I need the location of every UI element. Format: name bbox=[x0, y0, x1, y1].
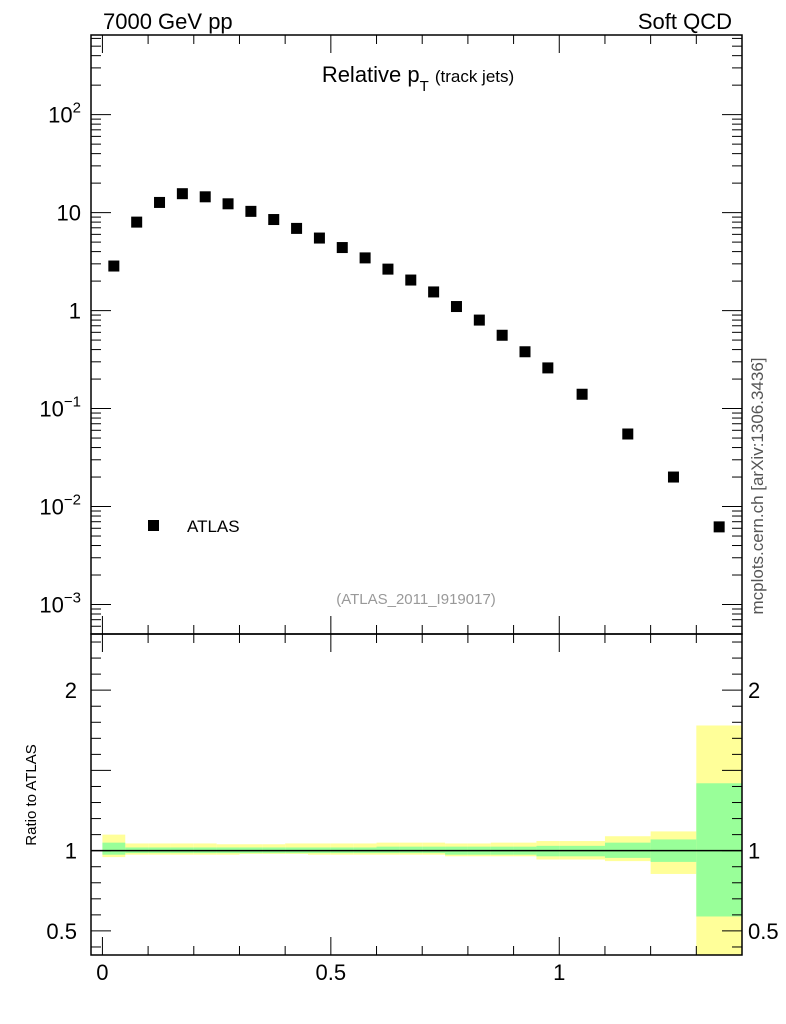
data-point bbox=[176, 188, 188, 200]
ratio-y-tick-label-left: 2 bbox=[65, 678, 77, 703]
y-tick-label-exponent: −1 bbox=[64, 394, 81, 411]
y-tick-label: 10−1 bbox=[39, 394, 81, 422]
legend-marker bbox=[148, 520, 159, 531]
x-tick-label: 1 bbox=[553, 960, 565, 985]
data-point bbox=[222, 198, 234, 210]
data-point bbox=[667, 471, 679, 483]
data-point bbox=[131, 216, 143, 228]
data-point bbox=[519, 346, 531, 358]
x-tick-label: 0.5 bbox=[316, 960, 347, 985]
y-tick-label-base: 10 bbox=[39, 495, 63, 520]
ratio-axis-ticks: 0.5 0.5 1 1 2 2 0 0.5 1 bbox=[46, 634, 779, 985]
y-tick-label-exponent: −2 bbox=[64, 492, 81, 509]
main-data-points bbox=[108, 188, 725, 533]
ratio-y-tick-label-right: 0.5 bbox=[748, 919, 779, 944]
analysis-id: (ATLAS_2011_I919017) bbox=[336, 591, 496, 608]
ratio-ylabel: Ratio to ATLAS bbox=[23, 744, 40, 845]
y-tick-label-base: 10 bbox=[39, 593, 63, 618]
data-point bbox=[450, 301, 462, 313]
ratio-y-tick-label-right: 1 bbox=[748, 839, 760, 864]
x-tick-label: 0 bbox=[96, 960, 108, 985]
stat-uncertainty-bin bbox=[422, 846, 446, 854]
y-tick-label-base: 10 bbox=[39, 397, 63, 422]
data-point bbox=[496, 329, 508, 341]
y-tick-label: 10−3 bbox=[39, 590, 81, 618]
ratio-bands bbox=[102, 725, 742, 955]
plot-title: Relative pT (track jets) bbox=[322, 62, 514, 95]
y-tick-label-base: 10 bbox=[48, 103, 72, 128]
data-point bbox=[108, 260, 120, 272]
y-tick-label-exponent: 2 bbox=[73, 100, 81, 117]
stat-uncertainty-bin bbox=[696, 783, 742, 917]
stat-uncertainty-bin bbox=[376, 846, 400, 854]
stat-uncertainty-bin bbox=[102, 842, 126, 855]
stat-uncertainty-bin bbox=[399, 846, 423, 854]
data-point bbox=[473, 314, 485, 326]
y-tick-label: 10−2 bbox=[39, 492, 81, 520]
data-point bbox=[382, 263, 394, 275]
data-point bbox=[199, 191, 211, 203]
header-right: Soft QCD bbox=[638, 9, 732, 34]
legend-label: ATLAS bbox=[187, 517, 240, 536]
y-tick-label: 10 bbox=[57, 201, 81, 226]
data-point bbox=[359, 252, 371, 264]
y-tick-label-base: 1 bbox=[69, 299, 81, 324]
ratio-y-tick-label-left: 0.5 bbox=[46, 919, 77, 944]
data-point bbox=[405, 274, 417, 286]
data-point bbox=[542, 362, 554, 374]
main-plot-frame bbox=[90, 34, 743, 635]
y-tick-label-exponent: −3 bbox=[64, 590, 81, 607]
data-point bbox=[428, 286, 440, 298]
data-point bbox=[291, 222, 303, 234]
data-point bbox=[154, 196, 166, 208]
y-tick-label: 102 bbox=[48, 100, 81, 128]
data-point bbox=[336, 242, 348, 254]
data-point bbox=[313, 232, 325, 244]
data-point bbox=[622, 428, 634, 440]
ratio-y-tick-label-right: 2 bbox=[748, 678, 760, 703]
data-point bbox=[245, 205, 257, 217]
ratio-y-tick-label-left: 1 bbox=[65, 839, 77, 864]
data-point bbox=[268, 214, 280, 226]
side-label: mcplots.cern.ch [arXiv:1306.3436] bbox=[748, 357, 767, 614]
ratio-plot-frame bbox=[90, 633, 743, 956]
header-left: 7000 GeV pp bbox=[103, 9, 233, 34]
plot-title-main: Relative p bbox=[322, 62, 420, 87]
plot-title-sub: T bbox=[420, 78, 429, 95]
data-point bbox=[576, 388, 588, 400]
y-tick-label-base: 10 bbox=[57, 201, 81, 226]
plot-title-suffix: (track jets) bbox=[435, 67, 514, 86]
y-tick-label: 1 bbox=[69, 299, 81, 324]
data-point bbox=[713, 521, 725, 533]
